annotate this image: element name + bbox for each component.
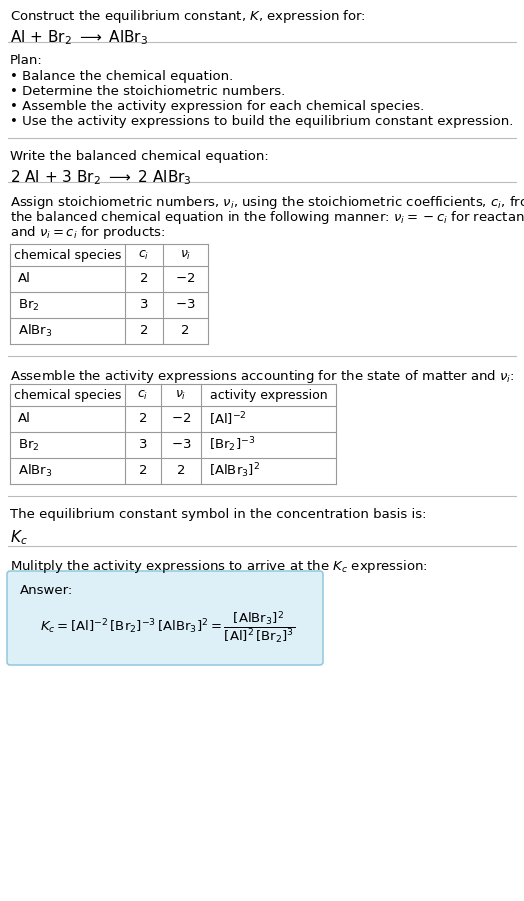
Text: 2: 2 bbox=[139, 465, 147, 478]
Text: $-2$: $-2$ bbox=[171, 413, 191, 425]
Text: Mulitply the activity expressions to arrive at the $K_c$ expression:: Mulitply the activity expressions to arr… bbox=[10, 558, 428, 575]
Text: $\nu_i$: $\nu_i$ bbox=[176, 388, 187, 402]
FancyBboxPatch shape bbox=[7, 571, 323, 665]
Text: the balanced chemical equation in the following manner: $\nu_i = -c_i$ for react: the balanced chemical equation in the fo… bbox=[10, 209, 524, 226]
Text: • Balance the chemical equation.: • Balance the chemical equation. bbox=[10, 70, 233, 83]
Text: $-3$: $-3$ bbox=[175, 298, 196, 312]
Text: $K_c$: $K_c$ bbox=[10, 528, 28, 547]
Text: Br$_2$: Br$_2$ bbox=[18, 438, 40, 452]
Text: Assemble the activity expressions accounting for the state of matter and $\nu_i$: Assemble the activity expressions accoun… bbox=[10, 368, 515, 385]
Text: • Determine the stoichiometric numbers.: • Determine the stoichiometric numbers. bbox=[10, 85, 285, 98]
Text: Assign stoichiometric numbers, $\nu_i$, using the stoichiometric coefficients, $: Assign stoichiometric numbers, $\nu_i$, … bbox=[10, 194, 524, 211]
Text: 2: 2 bbox=[139, 413, 147, 425]
Text: 3: 3 bbox=[139, 439, 147, 451]
Text: $[\mathrm{Al}]^{-2}$: $[\mathrm{Al}]^{-2}$ bbox=[209, 410, 247, 428]
Text: The equilibrium constant symbol in the concentration basis is:: The equilibrium constant symbol in the c… bbox=[10, 508, 427, 521]
Text: $K_c = [\mathrm{Al}]^{-2}\,[\mathrm{Br}_2]^{-3}\,[\mathrm{AlBr}_3]^2 = \dfrac{[\: $K_c = [\mathrm{Al}]^{-2}\,[\mathrm{Br}_… bbox=[40, 610, 295, 646]
Text: 2: 2 bbox=[177, 465, 185, 478]
Text: 2: 2 bbox=[140, 324, 148, 338]
Text: • Use the activity expressions to build the equilibrium constant expression.: • Use the activity expressions to build … bbox=[10, 115, 514, 128]
Text: Write the balanced chemical equation:: Write the balanced chemical equation: bbox=[10, 150, 269, 163]
Text: activity expression: activity expression bbox=[210, 388, 328, 402]
Text: • Assemble the activity expression for each chemical species.: • Assemble the activity expression for e… bbox=[10, 100, 424, 113]
Text: $c_i$: $c_i$ bbox=[138, 249, 150, 261]
Text: $-2$: $-2$ bbox=[176, 272, 195, 286]
Text: 3: 3 bbox=[140, 298, 148, 312]
Text: AlBr$_3$: AlBr$_3$ bbox=[18, 463, 52, 479]
Text: Al: Al bbox=[18, 413, 31, 425]
Text: Construct the equilibrium constant, $K$, expression for:: Construct the equilibrium constant, $K$,… bbox=[10, 8, 366, 25]
Text: Al: Al bbox=[18, 272, 31, 286]
Text: Br$_2$: Br$_2$ bbox=[18, 297, 40, 313]
Text: $[\mathrm{AlBr}_3]^{2}$: $[\mathrm{AlBr}_3]^{2}$ bbox=[209, 461, 260, 480]
Text: chemical species: chemical species bbox=[14, 249, 121, 261]
Text: AlBr$_3$: AlBr$_3$ bbox=[18, 323, 52, 339]
Text: $\nu_i$: $\nu_i$ bbox=[180, 249, 191, 261]
Text: 2 Al + 3 Br$_2$ $\longrightarrow$ 2 AlBr$_3$: 2 Al + 3 Br$_2$ $\longrightarrow$ 2 AlBr… bbox=[10, 168, 192, 187]
Text: $[\mathrm{Br}_2]^{-3}$: $[\mathrm{Br}_2]^{-3}$ bbox=[209, 436, 255, 454]
Text: 2: 2 bbox=[181, 324, 190, 338]
Text: and $\nu_i = c_i$ for products:: and $\nu_i = c_i$ for products: bbox=[10, 224, 166, 241]
Text: Al + Br$_2$ $\longrightarrow$ AlBr$_3$: Al + Br$_2$ $\longrightarrow$ AlBr$_3$ bbox=[10, 28, 148, 47]
Text: $-3$: $-3$ bbox=[171, 439, 191, 451]
Text: Plan:: Plan: bbox=[10, 54, 43, 67]
Text: 2: 2 bbox=[140, 272, 148, 286]
Text: Answer:: Answer: bbox=[20, 584, 73, 597]
Text: $c_i$: $c_i$ bbox=[137, 388, 149, 402]
Text: chemical species: chemical species bbox=[14, 388, 121, 402]
